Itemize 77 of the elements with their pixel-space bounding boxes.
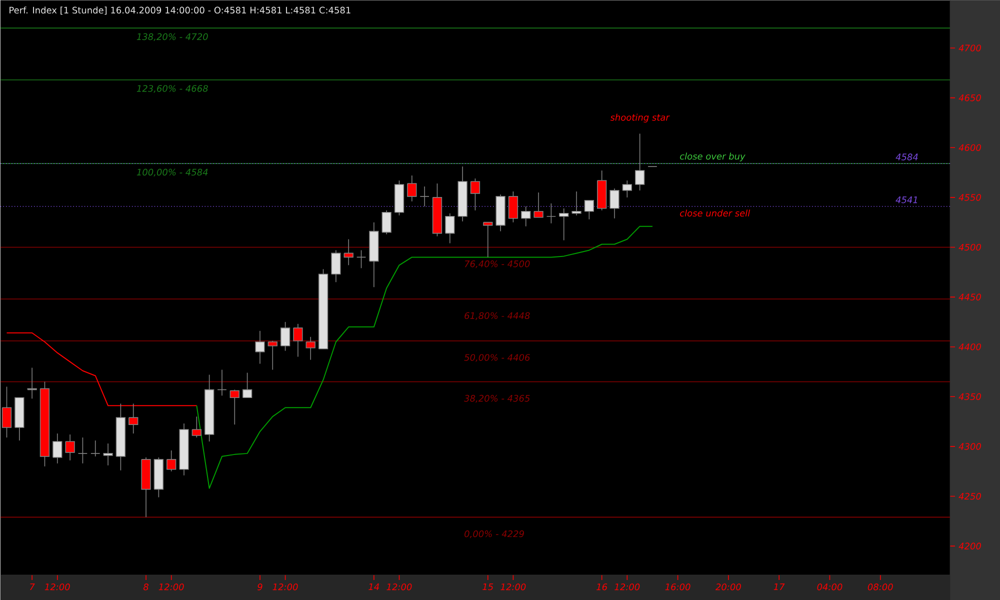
candlestick bbox=[382, 210, 392, 235]
x-tick-label: 04:00 bbox=[817, 584, 842, 590]
annotation: 4584 bbox=[896, 154, 918, 160]
candlestick bbox=[344, 238, 354, 266]
candlestick bbox=[52, 433, 62, 464]
y-tick-label: 4650 bbox=[958, 94, 981, 102]
annotation: 61,80% - 4448 bbox=[464, 312, 530, 320]
x-tick-label: 8 bbox=[143, 584, 148, 590]
candlestick bbox=[521, 206, 531, 227]
candlestick bbox=[445, 212, 455, 244]
candlestick bbox=[293, 324, 303, 358]
candlestick bbox=[584, 200, 594, 220]
y-tick-label: 4700 bbox=[958, 44, 981, 52]
candlestick bbox=[572, 191, 582, 216]
candlestick bbox=[90, 440, 100, 457]
y-tick-label: 4200 bbox=[958, 542, 981, 550]
annotation: 4541 bbox=[896, 196, 918, 204]
annotation: 100,00% - 4584 bbox=[136, 168, 208, 176]
candlestick bbox=[103, 443, 113, 466]
x-tick-label: 12:00 bbox=[500, 584, 526, 590]
y-tick-label: 4500 bbox=[958, 244, 981, 251]
ref-line-label: close under sell bbox=[680, 210, 750, 217]
candlestick bbox=[242, 372, 252, 398]
y-tick-label: 4450 bbox=[958, 294, 981, 300]
candlestick bbox=[559, 208, 569, 241]
y-tick-label: 4600 bbox=[958, 144, 981, 152]
y-tick-label: 4550 bbox=[958, 194, 981, 201]
candlestick bbox=[610, 188, 620, 219]
x-tick-label: 15 bbox=[482, 584, 494, 590]
candlestick bbox=[255, 330, 265, 364]
candlestick bbox=[420, 186, 430, 207]
candlestick bbox=[483, 222, 493, 258]
candlestick bbox=[306, 336, 316, 360]
candlestick bbox=[622, 180, 632, 198]
x-tick-label: 12:00 bbox=[614, 584, 640, 590]
candlestick bbox=[634, 133, 645, 191]
candlestick bbox=[508, 191, 518, 223]
x-tick-label: 14 bbox=[368, 584, 379, 590]
text: Perf. Index [1 Stunde] 16.04.2009 14:00:00 - O:4581 H:4581 L:4581 C:4581 bbox=[10, 6, 350, 15]
candlestick bbox=[78, 437, 88, 464]
x-tick-label: 7 bbox=[30, 584, 35, 590]
candlestick bbox=[331, 250, 341, 283]
annotation: 76,40% - 4500 bbox=[464, 260, 530, 268]
candlestick bbox=[534, 192, 544, 218]
x-tick-label: 16:00 bbox=[665, 584, 690, 590]
annotation: 138,20% - 4720 bbox=[136, 33, 208, 42]
annotation: 38,20% - 4365 bbox=[464, 394, 530, 403]
candlestick bbox=[166, 450, 176, 472]
candlestick bbox=[407, 175, 417, 202]
ref-line-label: close over buy bbox=[680, 152, 746, 162]
candlestick bbox=[217, 369, 227, 396]
x-tick-label: 20:00 bbox=[716, 584, 741, 590]
x-tick-label: 9 bbox=[258, 584, 262, 590]
x-tick-label: 12:00 bbox=[44, 584, 70, 590]
x-tick-label: 12:00 bbox=[158, 584, 184, 590]
candlestick bbox=[356, 250, 366, 269]
x-tick-label: 12:00 bbox=[272, 584, 298, 590]
x-tick-label: 16 bbox=[596, 584, 608, 590]
annotation: shooting star bbox=[610, 114, 670, 122]
annotation: 0,00% - 4229 bbox=[464, 530, 524, 538]
y-tick-label: 4350 bbox=[958, 393, 981, 400]
x-tick-label: 17 bbox=[774, 584, 785, 590]
y-tick-label: 4250 bbox=[958, 492, 981, 500]
candlestick bbox=[65, 434, 75, 461]
candlestick bbox=[546, 203, 556, 224]
annotation: 123,60% - 4668 bbox=[136, 85, 208, 93]
candlestick bbox=[2, 386, 12, 438]
x-tick-label: 12:00 bbox=[386, 584, 412, 590]
y-tick-label: 4400 bbox=[958, 343, 981, 350]
candlestick bbox=[192, 416, 202, 438]
y-tick-label: 4300 bbox=[958, 443, 981, 450]
x-tick-label: 08:00 bbox=[868, 584, 893, 590]
annotation: 50,00% - 4406 bbox=[464, 354, 530, 362]
candlestick bbox=[280, 322, 290, 352]
candlestick bbox=[470, 178, 480, 211]
candlestick bbox=[230, 389, 240, 425]
candlestick bbox=[268, 340, 278, 370]
